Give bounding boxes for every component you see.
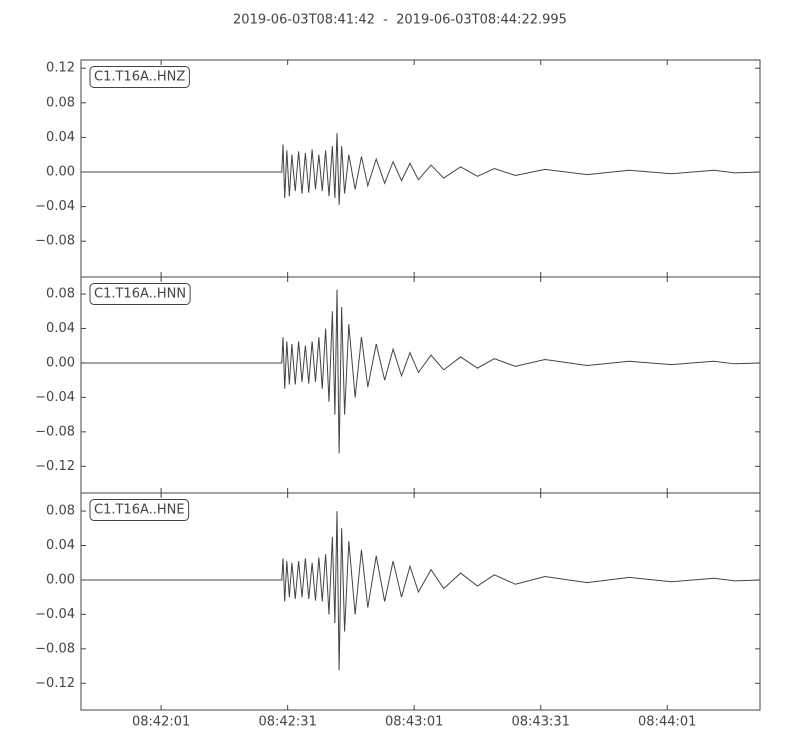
y-tick-label: 0.04: [46, 130, 75, 145]
chart-title: 2019-06-03T08:41:42 - 2019-06-03T08:44:2…: [233, 13, 567, 28]
y-tick-label: 0.00: [46, 572, 75, 587]
axes-frame: [80, 492, 761, 711]
y-tick-label: −0.12: [35, 459, 75, 474]
x-tick-label: 08:43:01: [385, 715, 443, 730]
y-tick-label: 0.12: [46, 61, 75, 76]
x-tick-label: 08:44:01: [638, 715, 696, 730]
y-tick-label: −0.12: [35, 676, 75, 691]
y-tick-label: 0.04: [46, 321, 75, 336]
axes-frame: [80, 59, 761, 278]
y-tick-label: 0.08: [46, 287, 75, 302]
y-tick-label: −0.08: [35, 424, 75, 439]
x-tick-label: 08:42:01: [132, 715, 190, 730]
channel-label: C1.T16A..HNZ: [94, 70, 185, 85]
y-tick-label: −0.04: [35, 199, 75, 214]
y-tick-label: 0.04: [46, 538, 75, 553]
x-tick-label: 08:42:31: [258, 715, 316, 730]
channel-label: C1.T16A..HNN: [94, 287, 186, 302]
y-tick-label: 0.08: [46, 95, 75, 110]
y-tick-label: −0.08: [35, 641, 75, 656]
channel-label-box: [89, 283, 191, 305]
channel-label-box: [89, 499, 190, 521]
waveform: [81, 511, 760, 671]
y-tick-label: −0.04: [35, 607, 75, 622]
waveform: [81, 289, 760, 454]
y-tick-label: 0.00: [46, 355, 75, 370]
y-tick-label: 0.00: [46, 165, 75, 180]
y-tick-label: −0.04: [35, 390, 75, 405]
waveform: [81, 133, 760, 205]
axes-frame: [80, 276, 761, 494]
y-tick-label: 0.08: [46, 504, 75, 519]
channel-label: C1.T16A..HNE: [94, 503, 185, 518]
channel-label-box: [89, 66, 190, 88]
x-tick-label: 08:43:31: [512, 715, 570, 730]
y-tick-label: −0.08: [35, 234, 75, 249]
